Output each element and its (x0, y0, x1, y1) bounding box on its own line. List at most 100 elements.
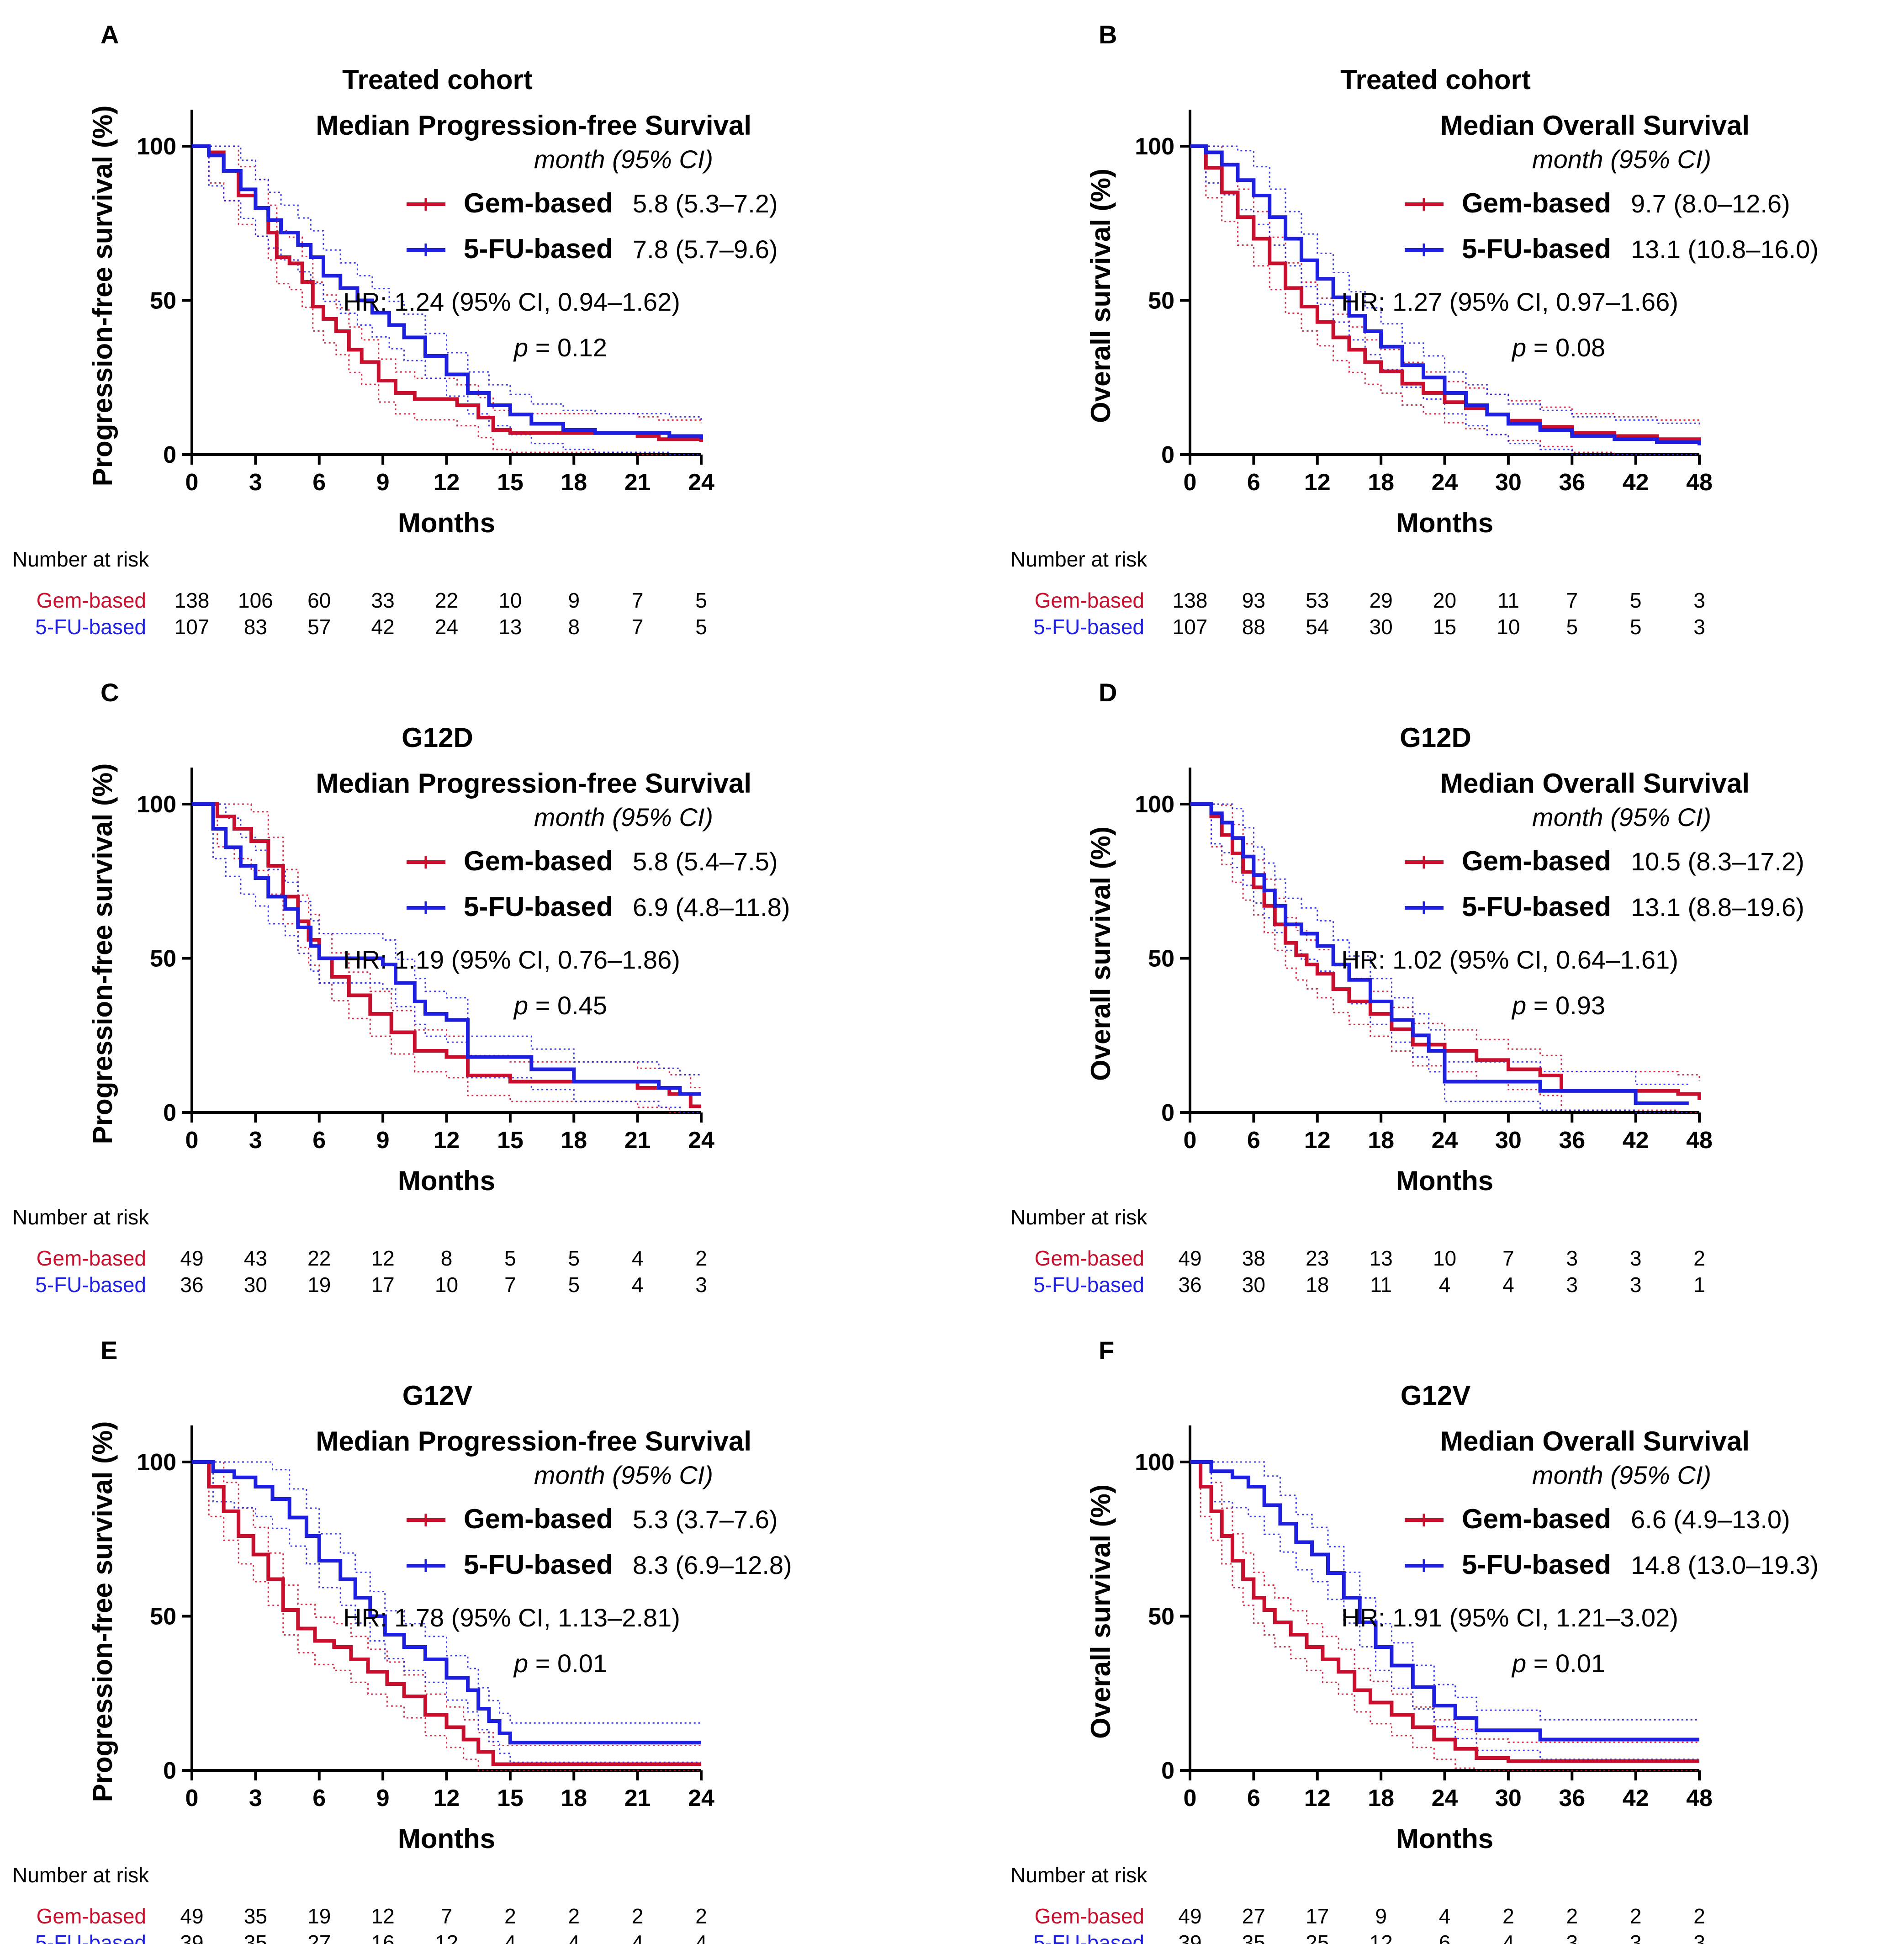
p-value: p = 0.01 (513, 1649, 607, 1678)
gem-survival-curve (1190, 1460, 1699, 1763)
fu-risk-value: 12 (435, 1931, 458, 1944)
fu-risk-value: 107 (175, 615, 210, 639)
gem-legend-median: 5.8 (5.4–7.5) (633, 847, 778, 876)
gem-legend-median: 10.5 (8.3–17.2) (1631, 847, 1804, 876)
fu-risk-value: 35 (1242, 1931, 1265, 1944)
gem-risk-value: 22 (307, 1246, 331, 1270)
x-tick-label: 6 (1247, 469, 1260, 496)
x-tick-label: 3 (249, 1127, 262, 1154)
y-tick-label: 100 (137, 1449, 176, 1476)
p-equals: = (1526, 991, 1555, 1020)
y-tick-label: 100 (137, 791, 176, 818)
gem-risk-value: 3 (1566, 1246, 1578, 1270)
gem-legend-median: 9.7 (8.0–12.6) (1631, 189, 1790, 218)
panel-title: Treated cohort (342, 64, 533, 95)
p-value: p = 0.45 (513, 991, 607, 1020)
risk-table-header: Number at risk (12, 1205, 149, 1229)
fu-risk-value: 4 (1502, 1273, 1514, 1297)
gem-ci-upper (192, 1461, 701, 1746)
gem-ci-lower (1190, 803, 1699, 1113)
p-number: 0.01 (1555, 1649, 1605, 1678)
panel-letter: B (1099, 20, 1117, 49)
gem-ci-lower (192, 803, 701, 1113)
gem-risk-value: 53 (1306, 588, 1329, 612)
fu-risk-value: 19 (307, 1273, 331, 1297)
gem-risk-value: 17 (1306, 1904, 1329, 1928)
fu-risk-value: 5 (695, 615, 707, 639)
fu-ci-upper (1190, 1461, 1699, 1721)
gem-risk-value: 138 (1173, 588, 1208, 612)
x-tick-label: 21 (624, 1785, 651, 1812)
x-tick-label: 18 (1368, 1785, 1394, 1812)
fu-risk-value: 15 (1433, 615, 1456, 639)
fu-legend-name: 5-FU-based (464, 891, 613, 922)
x-tick-label: 48 (1686, 1785, 1713, 1812)
x-tick-label: 12 (1304, 469, 1331, 496)
hazard-ratio: HR: 1.02 (95% CI, 0.64–1.61) (1341, 945, 1678, 974)
x-tick-label: 24 (688, 1127, 714, 1154)
gem-legend-name: Gem-based (1462, 1504, 1611, 1534)
x-tick-label: 9 (376, 469, 390, 496)
gem-risk-value: 43 (244, 1246, 267, 1270)
gem-risk-value: 12 (371, 1246, 395, 1270)
fu-risk-value: 4 (695, 1931, 707, 1944)
fu-risk-value: 39 (180, 1931, 203, 1944)
x-tick-label: 48 (1686, 469, 1713, 496)
gem-risk-value: 8 (441, 1246, 453, 1270)
x-tick-label: 24 (688, 469, 714, 496)
fu-legend-median: 7.8 (5.7–9.6) (633, 235, 778, 264)
gem-risk-value: 13 (1370, 1246, 1393, 1270)
gem-risk-value: 29 (1370, 588, 1393, 612)
fu-risk-label: 5-FU-based (35, 1273, 146, 1297)
fu-risk-value: 7 (504, 1273, 516, 1297)
gem-ci-lower (1190, 1461, 1699, 1771)
p-symbol: p (1511, 333, 1526, 362)
fu-risk-value: 17 (371, 1273, 395, 1297)
legend-title: Median Progression-free Survival (316, 1426, 751, 1457)
gem-risk-label: Gem-based (1035, 1904, 1144, 1928)
fu-legend-name: 5-FU-based (1462, 1549, 1611, 1580)
gem-risk-value: 35 (244, 1904, 267, 1928)
gem-risk-value: 5 (568, 1246, 580, 1270)
fu-risk-value: 3 (1693, 615, 1705, 639)
fu-survival-curve (192, 144, 703, 440)
gem-risk-value: 60 (307, 588, 331, 612)
gem-risk-label: Gem-based (37, 1904, 146, 1928)
x-tick-label: 30 (1495, 1785, 1522, 1812)
fu-risk-value: 3 (1630, 1931, 1642, 1944)
gem-risk-value: 2 (1502, 1904, 1514, 1928)
x-tick-label: 3 (249, 1785, 262, 1812)
gem-risk-value: 2 (695, 1246, 707, 1270)
y-tick-label: 100 (1135, 133, 1174, 160)
x-tick-label: 21 (624, 469, 651, 496)
fu-risk-value: 27 (307, 1931, 331, 1944)
hazard-ratio: HR: 1.78 (95% CI, 1.13–2.81) (343, 1603, 680, 1632)
fu-risk-value: 3 (1693, 1931, 1705, 1944)
gem-risk-value: 2 (1630, 1904, 1642, 1928)
gem-survival-curve (1190, 802, 1701, 1100)
gem-legend-median: 6.6 (4.9–13.0) (1631, 1505, 1790, 1534)
gem-risk-value: 27 (1242, 1904, 1265, 1928)
fu-risk-value: 36 (1178, 1273, 1201, 1297)
x-tick-label: 0 (1184, 1127, 1197, 1154)
x-tick-label: 15 (497, 1785, 524, 1812)
legend-subtitle: month (95% CI) (1532, 145, 1711, 174)
p-number: 0.08 (1555, 333, 1605, 362)
x-tick-label: 0 (185, 1785, 199, 1812)
y-axis-label: Progression-free survival (%) (87, 763, 118, 1144)
gem-risk-value: 49 (1178, 1246, 1201, 1270)
x-tick-label: 24 (688, 1785, 714, 1812)
p-symbol: p (513, 991, 528, 1020)
gem-risk-value: 23 (1306, 1246, 1329, 1270)
gem-risk-value: 7 (1566, 588, 1578, 612)
fu-survival-curve (192, 802, 701, 1096)
gem-ci-lower (1190, 145, 1699, 456)
x-tick-label: 12 (1304, 1785, 1331, 1812)
fu-risk-value: 30 (1370, 615, 1393, 639)
p-symbol: p (513, 1649, 528, 1678)
panel-letter: E (100, 1336, 117, 1365)
p-number: 0.01 (557, 1649, 607, 1678)
x-tick-label: 36 (1559, 1785, 1585, 1812)
fu-risk-value: 3 (1630, 1273, 1642, 1297)
